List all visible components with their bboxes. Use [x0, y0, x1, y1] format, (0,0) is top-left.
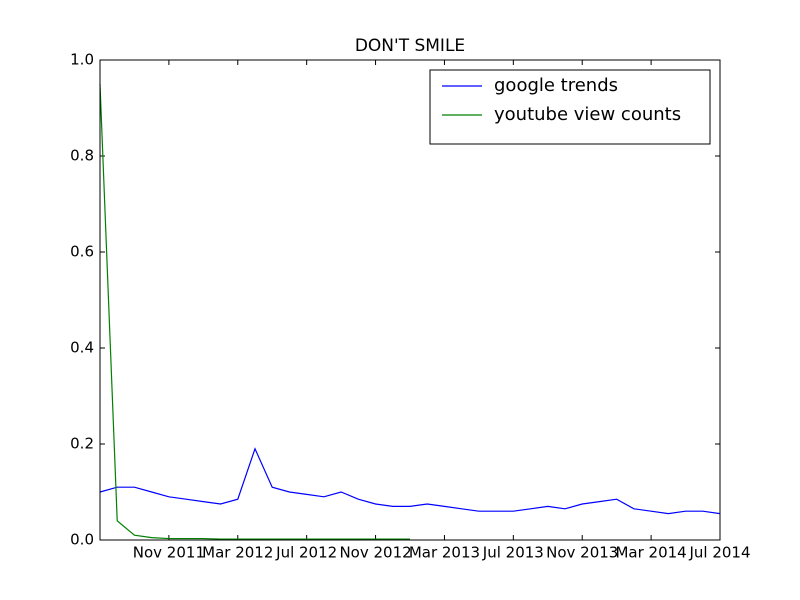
- x-tick-label: Mar 2013: [409, 544, 480, 562]
- x-tick-label: Jul 2012: [275, 544, 337, 562]
- y-tick-label: 0.8: [70, 147, 94, 165]
- chart-title: DON'T SMILE: [355, 36, 465, 56]
- y-tick-label: 0.6: [70, 243, 94, 261]
- legend-label: youtube view counts: [494, 104, 681, 125]
- legend-label: google trends: [494, 75, 618, 96]
- x-tick-label: Nov 2013: [546, 544, 618, 562]
- legend-box: [429, 69, 711, 145]
- legend: google trends youtube view counts: [429, 69, 711, 145]
- x-tick-label: Mar 2012: [202, 544, 273, 562]
- y-tick-label: 1.0: [70, 51, 94, 69]
- x-tick-label: Mar 2014: [615, 544, 686, 562]
- x-tick-label: Nov 2012: [339, 544, 411, 562]
- x-tick-label: Jul 2013: [482, 544, 544, 562]
- y-tick-label: 0.2: [70, 435, 94, 453]
- x-tick-label: Jul 2014: [688, 544, 750, 562]
- y-tick-label: 0.0: [70, 531, 94, 549]
- line: [99, 83, 410, 540]
- line: [99, 447, 721, 515]
- x-tick-label: Nov 2011: [133, 544, 205, 562]
- y-tick-label: 0.4: [70, 339, 94, 357]
- plot-frame: [99, 59, 721, 541]
